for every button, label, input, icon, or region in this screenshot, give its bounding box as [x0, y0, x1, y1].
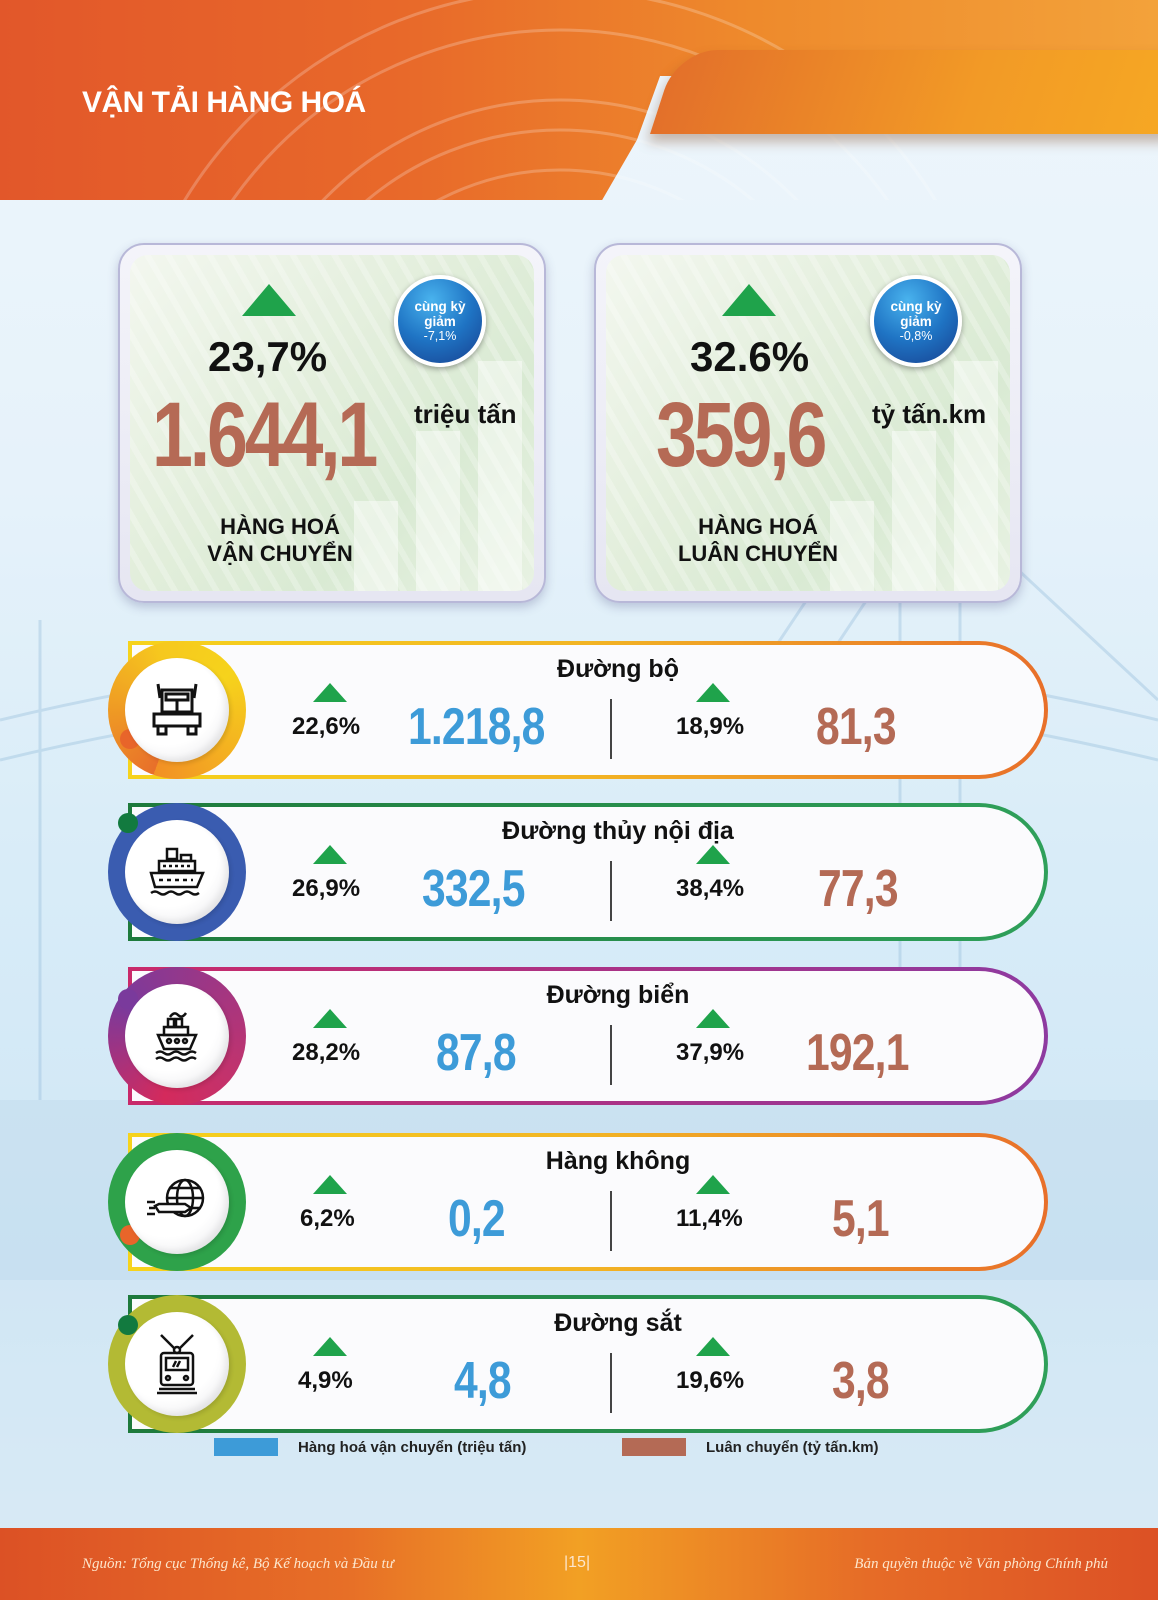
rotation-value: 77,3	[818, 860, 899, 918]
up-arrow-icon	[696, 1175, 730, 1194]
change-percent: 23,7%	[208, 333, 328, 380]
up-arrow-icon	[696, 683, 730, 702]
badge-line1: cùng kỳ	[890, 298, 942, 314]
badge-value: -7,1%	[423, 328, 457, 343]
legend-label: Luân chuyển (tỷ tấn.km)	[706, 1438, 879, 1456]
mode-name: Đường thủy nội địa	[502, 817, 734, 845]
train-icon	[157, 1334, 197, 1395]
volume-unit: triệu tấn	[414, 399, 517, 429]
mode-row-inland-waterway: Đường thủy nội địa 26,9% 332,5 38,4% 77,…	[108, 803, 1048, 941]
up-arrow-icon	[313, 845, 347, 864]
icon-ring	[108, 1133, 246, 1271]
page-number: |15|	[564, 1554, 591, 1571]
row-pill	[128, 803, 1048, 941]
up-arrow-icon	[313, 1009, 347, 1028]
mode-row-air: Hàng không 6,2% 0,2 11,4% 5,1	[108, 1133, 1048, 1271]
legend-label: Hàng hoá vận chuyển (triệu tấn)	[298, 1438, 527, 1456]
mode-row-rail: Đường sắt 4,9% 4,8 19,6% 3,8	[108, 1295, 1048, 1433]
rotation-change: 19,6%	[676, 1367, 745, 1394]
change-percent: 32.6%	[690, 333, 810, 380]
airplane-globe-icon	[147, 1178, 205, 1218]
row-pill	[128, 1295, 1048, 1433]
badge-line2: giảm	[900, 313, 932, 329]
row-pill	[128, 1133, 1048, 1271]
divider	[610, 1025, 612, 1085]
ferry-icon	[149, 847, 205, 896]
icon-ring	[108, 967, 246, 1105]
card-label: HÀNG HOÁ VẬN CHUYỂN	[207, 514, 353, 566]
badge-line1: cùng kỳ	[414, 298, 466, 314]
divider	[610, 861, 612, 921]
up-arrow-icon	[313, 683, 347, 702]
page-footer: Nguồn: Tổng cục Thống kê, Bộ Kế hoạch và…	[0, 1528, 1158, 1600]
same-period-badge: cùng kỳ giảm -0,8%	[870, 275, 962, 367]
up-arrow-icon	[722, 284, 776, 316]
badge-line2: giảm	[424, 313, 456, 329]
badge-value: -0,8%	[899, 328, 933, 343]
mode-row-sea: Đường biển 28,2% 87,8 37,9% 192,1	[108, 967, 1048, 1105]
mode-name: Đường biển	[546, 981, 690, 1009]
mode-row-road: Đường bộ 22,6% 1.218,8 18,9% 81,3	[108, 641, 1048, 779]
up-arrow-icon	[696, 1009, 730, 1028]
icon-ring	[108, 1295, 246, 1433]
page-title: VẬN TẢI HÀNG HOÁ	[82, 86, 366, 119]
bronze-drum-pattern	[183, 0, 937, 200]
legend-swatch-blue	[214, 1438, 278, 1456]
volume-change: 4,9%	[298, 1367, 353, 1394]
same-period-badge: cùng kỳ giảm -7,1%	[394, 275, 486, 367]
icon-ring	[108, 641, 246, 779]
up-arrow-icon	[696, 1337, 730, 1356]
truck-icon	[152, 683, 202, 736]
volume-value: 87,8	[436, 1024, 517, 1082]
volume-change: 28,2%	[292, 1039, 361, 1066]
up-arrow-icon	[242, 284, 296, 316]
volume-change: 6,2%	[300, 1205, 355, 1232]
rotation-change: 18,9%	[676, 713, 745, 740]
header-ribbon	[650, 50, 1158, 134]
rotation-value: 3,8	[832, 1352, 890, 1410]
summary-card-rotation: 32.6% cùng kỳ giảm -0,8% 359,6 tỷ tấn.km…	[594, 243, 1022, 603]
copyright-note: Bản quyền thuộc về Văn phòng Chính phủ	[854, 1556, 1108, 1572]
rotation-unit: tỷ tấn.km	[872, 399, 987, 429]
ship-icon	[155, 1012, 198, 1062]
mode-name: Đường sắt	[554, 1309, 682, 1337]
volume-change: 22,6%	[292, 713, 361, 740]
volume-change: 26,9%	[292, 875, 361, 902]
total-volume-value: 1.644,1	[152, 384, 378, 486]
divider	[610, 1191, 612, 1251]
mode-name: Đường bộ	[557, 655, 679, 683]
legend-swatch-brown	[622, 1438, 686, 1456]
summary-card-volume: 23,7% cùng kỳ giảm -7,1% 1.644,1 triệu t…	[118, 243, 546, 603]
rotation-change: 11,4%	[676, 1205, 743, 1232]
mode-name: Hàng không	[545, 1147, 691, 1175]
icon-ring	[108, 803, 246, 941]
rotation-change: 38,4%	[676, 875, 745, 902]
up-arrow-icon	[696, 845, 730, 864]
page-header: VẬN TẢI HÀNG HOÁ	[0, 0, 1158, 200]
rotation-value: 81,3	[816, 698, 897, 756]
row-pill	[128, 967, 1048, 1105]
legend-item-rotation: Luân chuyển (tỷ tấn.km)	[622, 1438, 879, 1456]
volume-value: 0,2	[448, 1190, 506, 1248]
source-note: Nguồn: Tổng cục Thống kê, Bộ Kế hoạch và…	[82, 1556, 394, 1572]
card-label: HÀNG HOÁ LUÂN CHUYỂN	[677, 514, 839, 566]
total-rotation-value: 359,6	[656, 384, 827, 486]
divider	[610, 699, 612, 759]
up-arrow-icon	[313, 1337, 347, 1356]
up-arrow-icon	[313, 1175, 347, 1194]
decorative-bars	[830, 351, 1000, 591]
row-pill	[128, 641, 1048, 779]
divider	[610, 1353, 612, 1413]
rotation-change: 37,9%	[676, 1039, 745, 1066]
volume-value: 1.218,8	[408, 698, 545, 756]
rotation-value: 192,1	[806, 1024, 909, 1082]
decorative-bars	[354, 351, 524, 591]
volume-value: 4,8	[454, 1352, 512, 1410]
volume-value: 332,5	[422, 860, 525, 918]
legend-item-volume: Hàng hoá vận chuyển (triệu tấn)	[214, 1438, 526, 1456]
rotation-value: 5,1	[832, 1190, 890, 1248]
